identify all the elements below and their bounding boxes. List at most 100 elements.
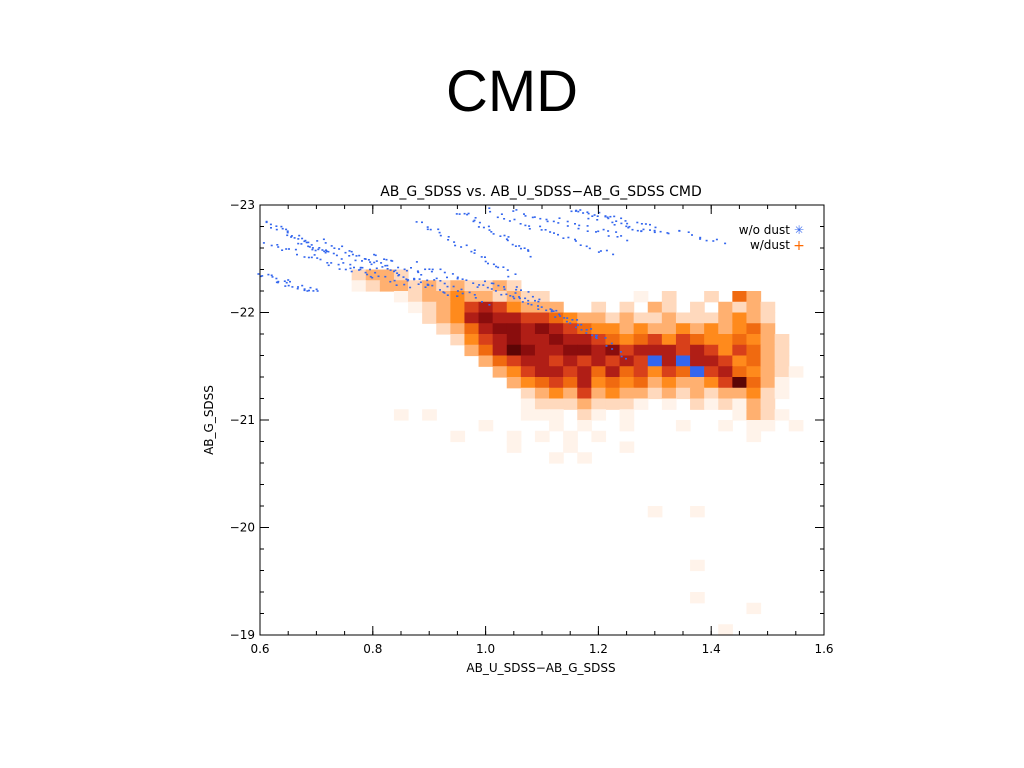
- without-dust-point: [482, 284, 485, 286]
- heatmap-bin: [506, 334, 522, 346]
- without-dust-point: [514, 273, 517, 275]
- without-dust-point: [691, 234, 693, 236]
- without-dust-point: [293, 237, 296, 239]
- without-dust-point: [524, 297, 527, 300]
- heatmap-bin: [746, 430, 762, 443]
- heatmap-bin: [774, 334, 790, 346]
- without-dust-point: [366, 273, 369, 276]
- heatmap-bin: [619, 334, 635, 346]
- without-dust-point: [619, 351, 622, 353]
- without-dust-point: [359, 268, 362, 271]
- heatmap-bin: [774, 387, 790, 400]
- without-dust-point: [311, 247, 314, 249]
- without-dust-point: [350, 270, 353, 273]
- without-dust-point: [350, 250, 353, 253]
- without-dust-point: [431, 268, 434, 271]
- heatmap-bin: [746, 355, 762, 367]
- heatmap-bin: [577, 355, 592, 367]
- heatmap-bin: [661, 366, 677, 378]
- heatmap-bin: [619, 409, 635, 421]
- without-dust-point: [270, 274, 273, 277]
- without-dust-point: [580, 329, 583, 331]
- heatmap-bin: [464, 323, 480, 335]
- heatmap-bin: [591, 366, 607, 378]
- without-dust-point: [307, 241, 310, 244]
- heatmap-bin: [549, 355, 564, 367]
- heatmap-bin: [591, 323, 607, 335]
- heatmap-bin: [591, 344, 607, 357]
- without-dust-point: [393, 270, 395, 273]
- without-dust-point: [338, 248, 341, 250]
- heatmap-bin: [591, 387, 607, 400]
- without-dust-point: [627, 226, 630, 229]
- heatmap-bin: [746, 409, 762, 421]
- without-dust-point: [530, 303, 533, 306]
- without-dust-point: [574, 223, 576, 225]
- slide-title: CMD: [445, 59, 579, 124]
- heatmap-bin: [577, 344, 592, 357]
- heatmap-bin: [732, 377, 748, 389]
- without-dust-point: [377, 275, 380, 278]
- without-dust-track: [286, 234, 412, 289]
- without-dust-point: [687, 231, 690, 233]
- without-dust-point: [370, 263, 373, 266]
- without-dust-point: [354, 259, 357, 262]
- without-dust-point: [552, 220, 555, 223]
- without-dust-point: [317, 248, 320, 251]
- without-dust-track: [373, 253, 491, 306]
- without-dust-point: [488, 304, 491, 306]
- without-dust-point: [503, 218, 506, 220]
- heatmap-bin: [774, 344, 790, 357]
- heatmap-bin: [549, 366, 564, 378]
- heatmap-bin: [704, 312, 719, 324]
- without-dust-point: [607, 230, 610, 232]
- without-dust-point: [270, 244, 273, 247]
- without-dust-point: [596, 215, 599, 217]
- without-dust-point: [488, 229, 491, 231]
- legend: w/o dust ✳ w/dust +: [739, 223, 805, 254]
- without-dust-point: [595, 334, 598, 337]
- without-dust-point: [503, 288, 506, 291]
- without-dust-point: [484, 256, 486, 258]
- heatmap-bin: [704, 334, 719, 346]
- heatmap-bin: [408, 291, 423, 303]
- without-dust-point: [497, 284, 500, 287]
- heatmap-bin: [690, 506, 705, 518]
- without-dust-point: [514, 245, 517, 247]
- without-dust-point: [519, 223, 522, 225]
- without-dust-point: [528, 228, 531, 230]
- without-dust-point: [495, 265, 498, 268]
- without-dust-point: [403, 283, 406, 286]
- without-dust-point: [550, 309, 553, 311]
- heatmap-bin: [675, 387, 691, 400]
- without-dust-point: [620, 222, 623, 225]
- heatmap-bin: [675, 334, 691, 346]
- heatmap-bin: [563, 387, 578, 400]
- without-dust-point: [460, 246, 463, 248]
- heatmap-bin: [704, 377, 719, 389]
- without-dust-point: [612, 253, 615, 256]
- without-dust-point: [287, 279, 290, 281]
- without-dust-point: [606, 216, 609, 219]
- without-dust-point: [598, 211, 601, 214]
- heatmap-bin: [718, 312, 733, 324]
- without-dust-point: [507, 275, 510, 278]
- heatmap-bin: [704, 366, 719, 378]
- without-dust-point: [585, 245, 588, 248]
- heatmap-bin: [732, 344, 748, 357]
- heatmap-bin: [718, 624, 733, 636]
- without-dust-point: [285, 281, 288, 284]
- heatmap-bin: [690, 559, 705, 572]
- without-dust-point: [611, 348, 614, 350]
- without-dust-point: [523, 247, 526, 249]
- heatmap-bin: [718, 387, 733, 400]
- without-dust-point: [403, 268, 406, 271]
- without-dust-point: [604, 337, 607, 339]
- heatmap-bin: [774, 355, 790, 367]
- heatmap-bin: [577, 366, 592, 378]
- without-dust-point: [395, 284, 398, 286]
- without-dust-point: [487, 262, 489, 265]
- heatmap-bin: [704, 398, 719, 410]
- without-dust-point: [393, 279, 396, 282]
- without-dust-point: [490, 282, 493, 285]
